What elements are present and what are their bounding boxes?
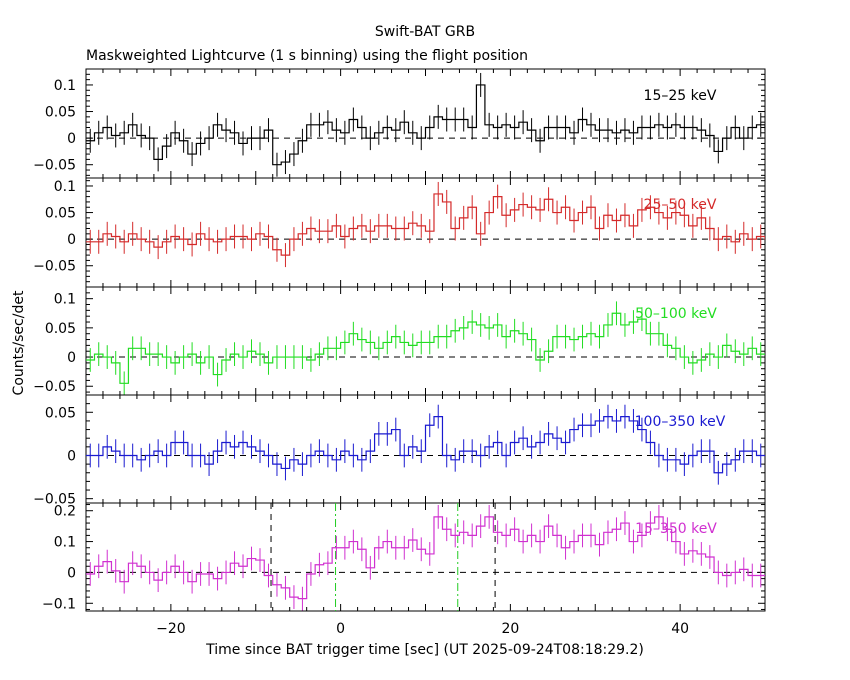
- x-tick-label: −20: [156, 621, 186, 637]
- y-tick-label: 0: [67, 565, 76, 581]
- y-tick-label: −0.05: [33, 379, 76, 395]
- y-axis-label: Counts/sec/det: [11, 290, 27, 395]
- y-tick-label: 0: [67, 350, 76, 366]
- lightcurve-line: [86, 193, 765, 256]
- y-tick-label: −0.05: [33, 259, 76, 275]
- lightcurve-line: [86, 84, 765, 166]
- y-tick-label: 0.1: [54, 292, 76, 308]
- series-1: [86, 181, 765, 268]
- band-label: 15–25 keV: [644, 88, 717, 104]
- panels-group: −0.05 0 0.05 0.1 15–25 keV −0.05 0 0.05 0.1 25–50…: [33, 68, 766, 637]
- band-label: 100–350 keV: [635, 414, 726, 430]
- x-tick-label: 0: [336, 621, 345, 637]
- lightcurve-line: [86, 516, 765, 600]
- y-tick-label: 0.1: [54, 179, 76, 195]
- band-label: 50–100 keV: [635, 306, 717, 322]
- band-label: 15–350 keV: [635, 521, 717, 537]
- panel-2: −0.05 0 0.05 0.1 50–100 keV: [33, 286, 766, 396]
- panel-4: −0.1 0 0.1 0.2 15–350 keV: [42, 502, 766, 612]
- y-tick-label: 0.1: [54, 78, 76, 94]
- y-tick-label: 0: [67, 131, 76, 147]
- y-tick-label: 0: [67, 232, 76, 248]
- series-0: [86, 72, 765, 177]
- series-2: [86, 301, 765, 395]
- panel-frame: [85, 68, 766, 179]
- y-tick-label: 0: [67, 448, 76, 464]
- panel-3: −0.05 0 0.05 100–350 keV: [33, 394, 766, 508]
- panel-0: −0.05 0 0.05 0.1 15–25 keV: [33, 68, 766, 179]
- y-tick-label: 0.05: [45, 405, 76, 421]
- panel-frame: [85, 177, 766, 288]
- band-label: 25–50 keV: [644, 197, 717, 213]
- y-tick-label: 0.1: [54, 535, 76, 551]
- lightcurve-line: [86, 312, 765, 384]
- y-tick-label: −0.1: [42, 596, 76, 612]
- y-tick-label: 0.05: [45, 206, 76, 222]
- x-axis-label: Time since BAT trigger time [sec] (UT 20…: [205, 642, 644, 658]
- y-tick-label: 0.05: [45, 105, 76, 121]
- y-tick-label: −0.05: [33, 492, 76, 508]
- series-4: [86, 505, 765, 611]
- lightcurve-line: [86, 416, 765, 474]
- x-tick-label: 40: [671, 621, 689, 637]
- chart-subtitle: Maskweighted Lightcurve (1 s binning) us…: [86, 48, 528, 64]
- y-tick-label: 0.05: [45, 321, 76, 337]
- y-tick-label: −0.05: [33, 158, 76, 174]
- series-3: [86, 404, 765, 485]
- x-tick-label: 20: [501, 621, 519, 637]
- chart-title: Swift-BAT GRB: [375, 24, 475, 40]
- y-tick-label: 0.2: [54, 504, 76, 520]
- panel-1: −0.05 0 0.05 0.1 25–50 keV: [33, 177, 766, 288]
